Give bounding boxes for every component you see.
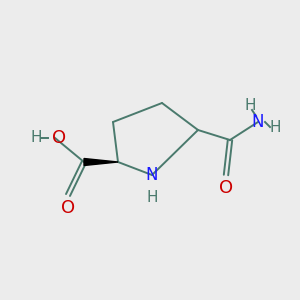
Text: H: H	[269, 119, 281, 134]
Text: O: O	[52, 129, 66, 147]
Text: H: H	[244, 98, 256, 112]
Text: N: N	[146, 166, 158, 184]
Text: H: H	[30, 130, 42, 146]
Text: O: O	[219, 179, 233, 197]
Polygon shape	[84, 158, 118, 166]
Text: N: N	[252, 113, 264, 131]
Text: O: O	[61, 199, 75, 217]
Text: H: H	[146, 190, 158, 206]
